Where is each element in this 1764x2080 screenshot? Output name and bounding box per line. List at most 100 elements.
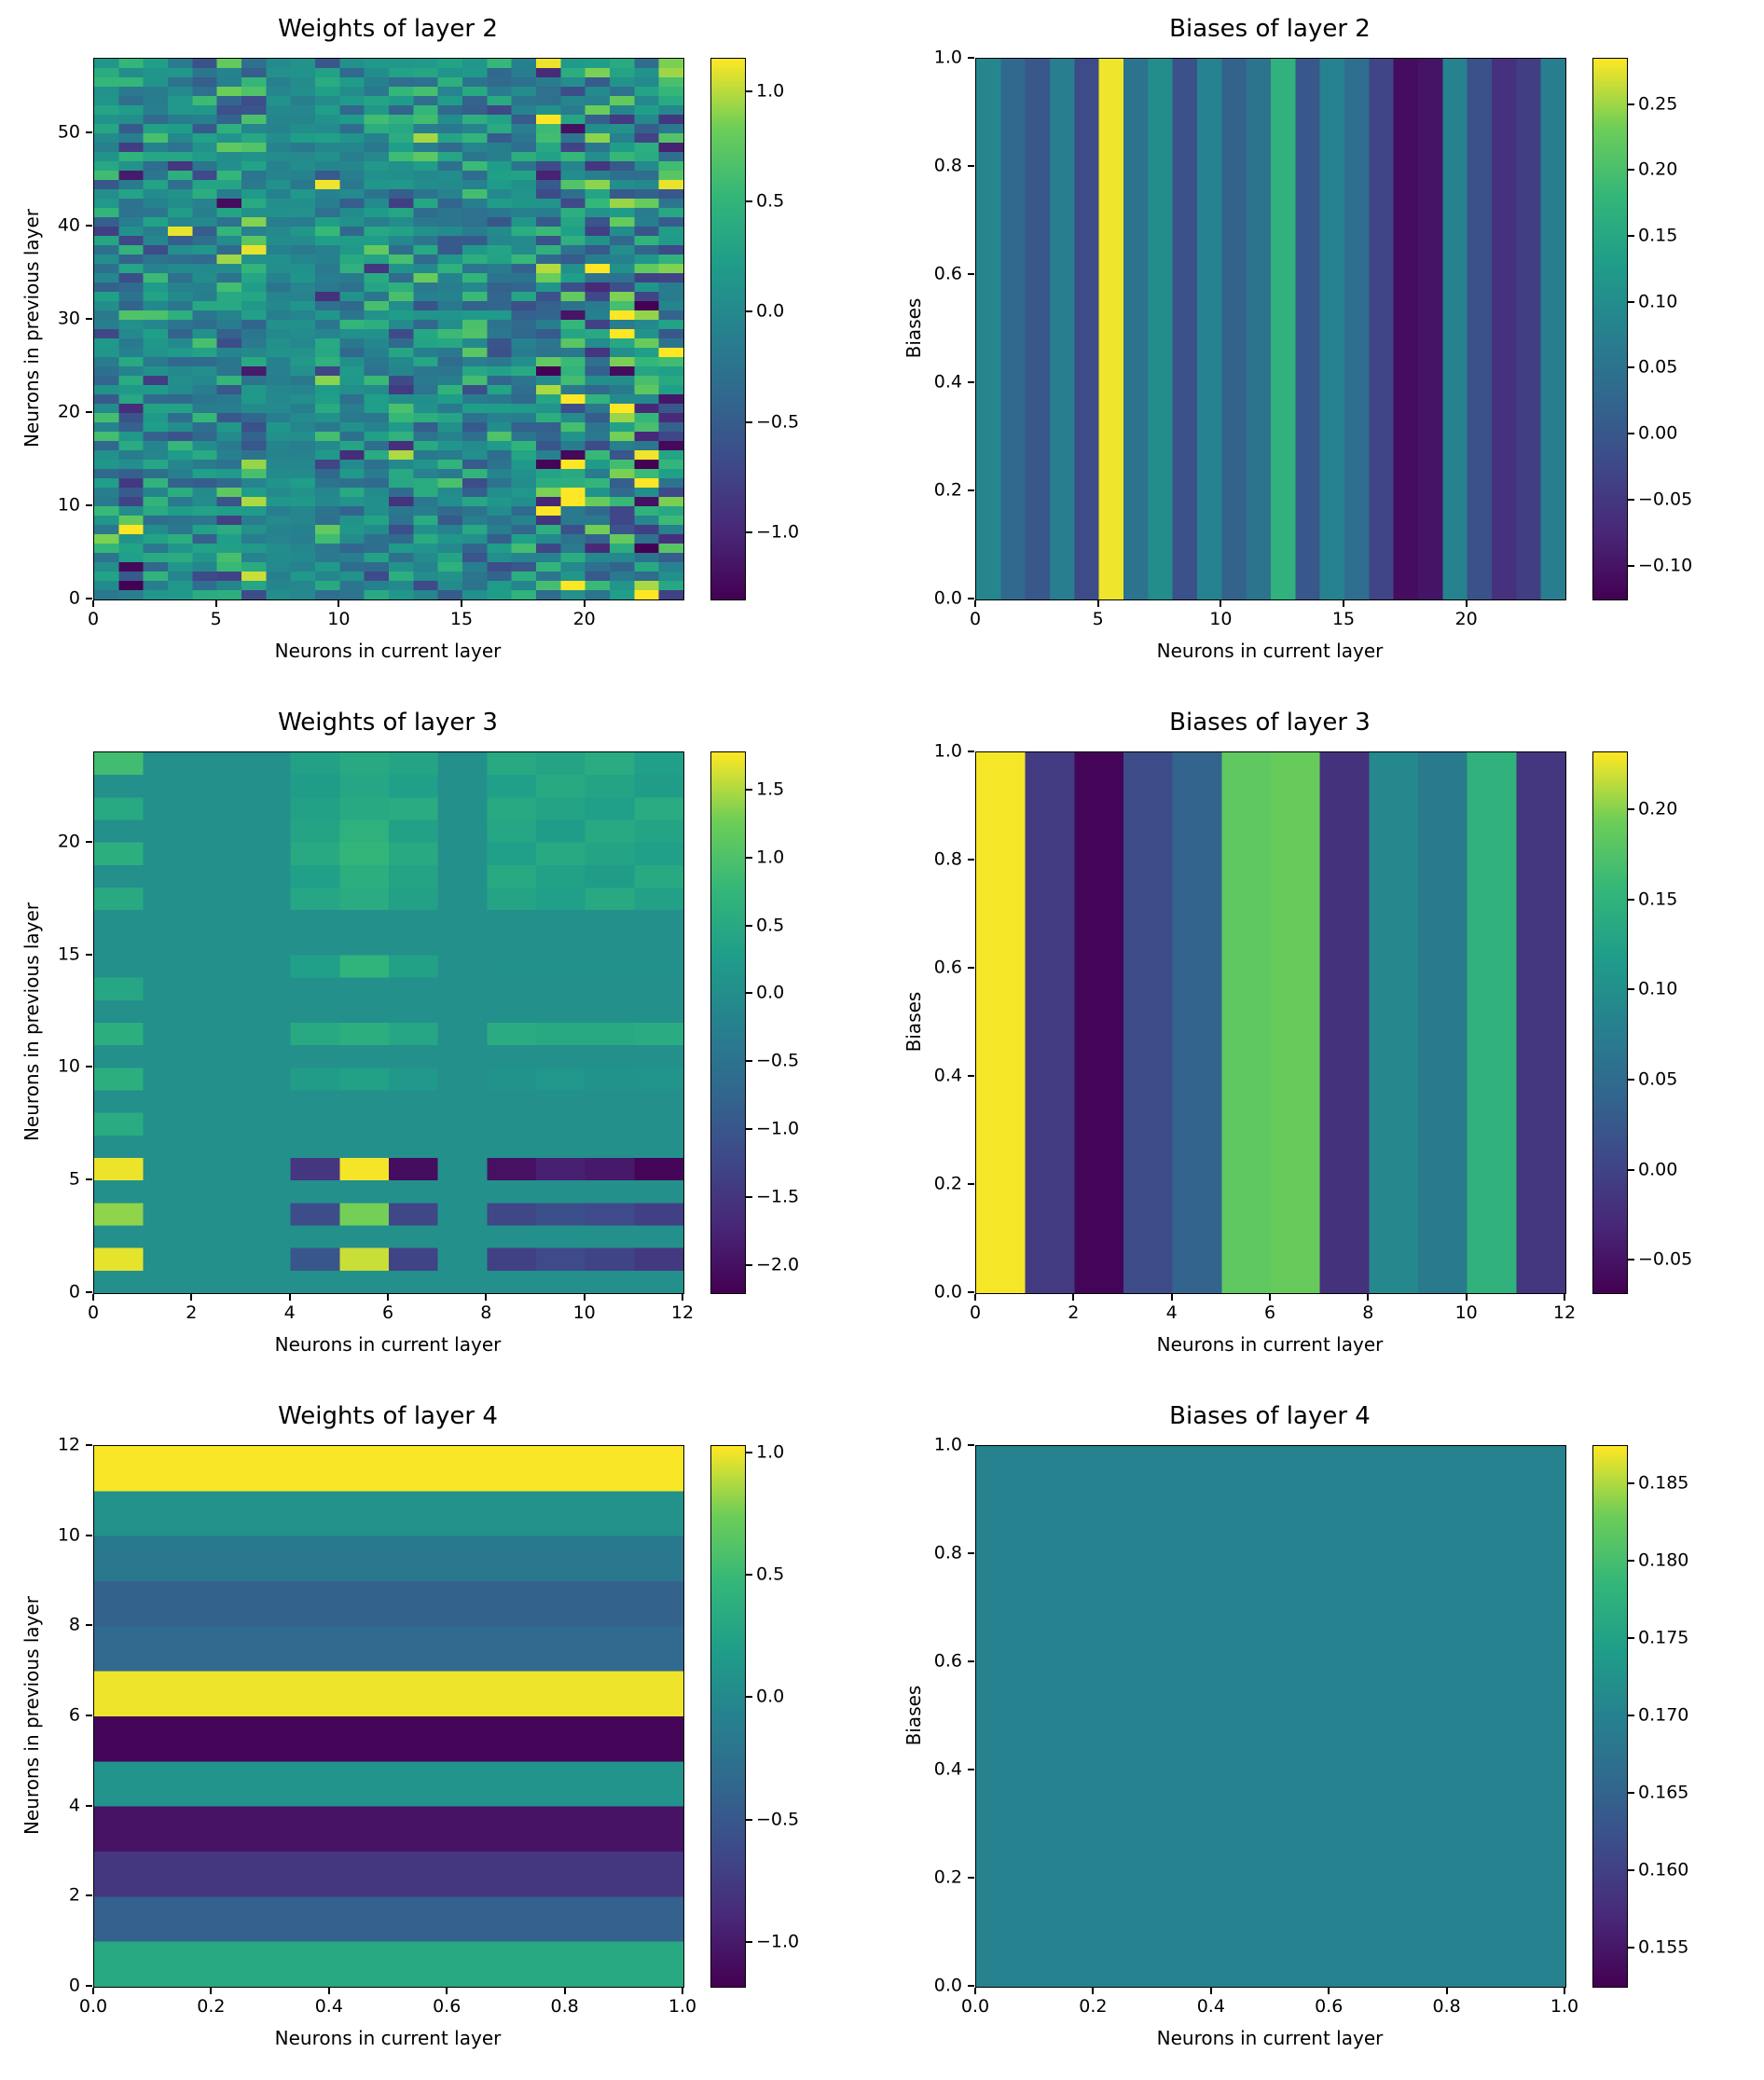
x-tick-label: 2 xyxy=(1068,1302,1080,1323)
heatmap-canvas xyxy=(94,1446,683,1987)
y-tick-label: 30 xyxy=(57,308,80,329)
x-tick-mark xyxy=(563,1988,566,1994)
colorbar-tick-mark xyxy=(1628,988,1634,991)
y-tick-label: 0.6 xyxy=(933,263,962,284)
x-tick-mark xyxy=(682,1294,683,1301)
colorbar-tick-mark xyxy=(746,1060,752,1063)
chart-title: Biases of layer 2 xyxy=(1169,15,1371,43)
y-tick-label: 0.0 xyxy=(933,1975,962,1996)
colorbar-tick-label: 0.15 xyxy=(1638,225,1678,246)
colorbar xyxy=(1592,58,1628,600)
x-tick-mark xyxy=(214,600,217,607)
x-tick-mark xyxy=(1096,600,1099,607)
y-tick-mark xyxy=(968,489,974,491)
colorbar-canvas xyxy=(711,59,745,599)
colorbar-canvas xyxy=(1593,752,1627,1293)
y-tick-label: 0.4 xyxy=(933,1065,962,1086)
colorbar-tick-mark xyxy=(1628,807,1634,810)
colorbar-tick-label: 1.0 xyxy=(756,847,785,868)
y-tick-mark xyxy=(86,1178,92,1181)
x-tick-label: 8 xyxy=(480,1302,492,1323)
y-tick-mark xyxy=(86,1534,92,1536)
colorbar-canvas xyxy=(711,1446,745,1987)
y-tick-mark xyxy=(86,1985,92,1987)
y-axis-label: Biases xyxy=(903,1685,925,1746)
colorbar-tick-mark xyxy=(746,1696,752,1699)
x-tick-label: 0.2 xyxy=(1079,1996,1108,2017)
y-tick-mark xyxy=(86,504,92,506)
y-tick-label: 0.2 xyxy=(933,479,962,501)
colorbar-tick-label: −1.0 xyxy=(756,521,800,543)
colorbar-tick-mark xyxy=(746,200,752,202)
heatmap-plot-area xyxy=(975,751,1566,1294)
colorbar-tick-mark xyxy=(746,420,752,423)
colorbar-tick-label: 1.5 xyxy=(756,778,785,800)
x-tick-label: 0.0 xyxy=(960,1996,990,2017)
x-tick-label: 20 xyxy=(572,609,596,629)
colorbar-tick-label: 0.185 xyxy=(1638,1472,1689,1494)
heatmap-plot-area xyxy=(975,58,1566,600)
colorbar xyxy=(1592,751,1628,1294)
x-tick-label: 5 xyxy=(210,609,222,629)
y-tick-label: 0.8 xyxy=(933,1542,962,1563)
colorbar-tick-label: 0.00 xyxy=(1638,422,1678,444)
x-tick-label: 1.0 xyxy=(1550,1996,1579,2017)
x-tick-mark xyxy=(485,1294,488,1301)
colorbar-tick-mark xyxy=(746,1195,752,1198)
colorbar-tick-label: 0.170 xyxy=(1638,1704,1689,1726)
y-tick-label: 0.6 xyxy=(933,957,962,978)
x-tick-mark xyxy=(1209,1988,1212,1994)
panel-weights-layer-2: Weights of layer 2 Neurons in previous l… xyxy=(0,0,882,694)
y-tick-label: 2 xyxy=(68,1884,80,1906)
y-tick-mark xyxy=(968,1075,974,1077)
y-tick-label: 0.0 xyxy=(933,587,962,609)
colorbar-tick-label: 0.0 xyxy=(756,300,785,322)
colorbar-tick-mark xyxy=(746,1574,752,1577)
x-tick-label: 20 xyxy=(1454,609,1478,629)
colorbar-tick-label: 0.25 xyxy=(1638,93,1678,114)
x-tick-mark xyxy=(446,1988,448,1994)
x-axis-label: Neurons in current layer xyxy=(274,640,502,662)
colorbar-tick-mark xyxy=(1628,1168,1634,1171)
colorbar-tick-mark xyxy=(746,310,752,313)
x-tick-mark xyxy=(190,1294,193,1301)
x-tick-mark xyxy=(974,1988,976,1994)
y-tick-mark xyxy=(968,1183,974,1185)
colorbar-tick-mark xyxy=(746,1940,752,1943)
colorbar-tick-mark xyxy=(1628,1482,1634,1485)
colorbar-tick-label: 0.05 xyxy=(1638,356,1678,378)
colorbar-tick-label: 0.5 xyxy=(756,190,785,212)
colorbar-tick-label: −1.0 xyxy=(756,1118,800,1139)
y-tick-mark xyxy=(86,411,92,413)
y-tick-label: 40 xyxy=(57,214,80,236)
colorbar-tick-label: 0.5 xyxy=(756,915,785,936)
colorbar-tick-mark xyxy=(1628,1259,1634,1261)
colorbar-tick-label: 0.15 xyxy=(1638,888,1678,910)
y-tick-label: 15 xyxy=(57,944,80,964)
x-tick-label: 15 xyxy=(1331,609,1356,629)
chart-title: Biases of layer 4 xyxy=(1169,1402,1371,1430)
x-tick-label: 0.6 xyxy=(433,1996,462,2017)
y-axis-label: Biases xyxy=(903,991,925,1053)
colorbar-tick-mark xyxy=(746,924,752,927)
colorbar-tick-mark xyxy=(1628,300,1634,303)
x-tick-mark xyxy=(1072,1294,1075,1301)
y-tick-label: 10 xyxy=(57,1524,80,1546)
heatmap-canvas xyxy=(94,59,683,599)
x-tick-label: 0.2 xyxy=(197,1996,226,2017)
y-tick-mark xyxy=(86,131,92,133)
y-tick-label: 5 xyxy=(68,1168,80,1190)
heatmap-canvas xyxy=(976,752,1565,1293)
y-tick-mark xyxy=(86,598,92,599)
colorbar-tick-mark xyxy=(746,530,752,533)
y-tick-label: 0.2 xyxy=(933,1173,962,1194)
x-tick-label: 10 xyxy=(327,609,351,629)
colorbar-canvas xyxy=(711,752,745,1293)
y-tick-mark xyxy=(968,598,974,599)
colorbar-tick-mark xyxy=(1628,898,1634,901)
y-tick-label: 8 xyxy=(68,1614,80,1635)
colorbar-canvas xyxy=(1593,1446,1627,1987)
y-tick-label: 4 xyxy=(68,1795,80,1816)
y-tick-mark xyxy=(968,967,974,969)
x-tick-label: 0.4 xyxy=(314,1996,343,2017)
